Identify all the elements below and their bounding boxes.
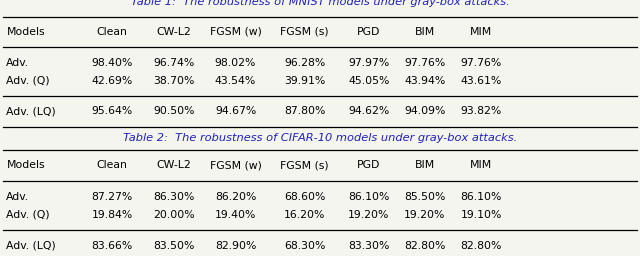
Text: 83.66%: 83.66%: [92, 241, 132, 251]
Text: Models: Models: [6, 160, 45, 170]
Text: Table 2:  The robustness of CIFAR-10 models under gray-box attacks.: Table 2: The robustness of CIFAR-10 mode…: [123, 133, 517, 143]
Text: 93.82%: 93.82%: [461, 106, 502, 116]
Text: 82.90%: 82.90%: [215, 241, 256, 251]
Text: 87.80%: 87.80%: [284, 106, 325, 116]
Text: 94.09%: 94.09%: [404, 106, 445, 116]
Text: 45.05%: 45.05%: [348, 76, 389, 86]
Text: Adv. (LQ): Adv. (LQ): [6, 106, 56, 116]
Text: PGD: PGD: [357, 160, 380, 170]
Text: 19.20%: 19.20%: [404, 209, 445, 220]
Text: 87.27%: 87.27%: [92, 191, 132, 202]
Text: Table 1:  The robustness of MNIST models under gray-box attacks.: Table 1: The robustness of MNIST models …: [131, 0, 509, 7]
Text: 98.02%: 98.02%: [215, 58, 256, 68]
Text: 82.80%: 82.80%: [461, 241, 502, 251]
Text: 86.10%: 86.10%: [461, 191, 502, 202]
Text: 42.69%: 42.69%: [92, 76, 132, 86]
Text: 43.61%: 43.61%: [461, 76, 502, 86]
Text: MIM: MIM: [470, 27, 492, 37]
Text: BIM: BIM: [415, 27, 435, 37]
Text: 86.20%: 86.20%: [215, 191, 256, 202]
Text: FGSM (s): FGSM (s): [280, 160, 329, 170]
Text: 94.67%: 94.67%: [215, 106, 256, 116]
Text: 90.50%: 90.50%: [154, 106, 195, 116]
Text: 97.97%: 97.97%: [348, 58, 389, 68]
Text: 43.54%: 43.54%: [215, 76, 256, 86]
Text: 19.40%: 19.40%: [215, 209, 256, 220]
Text: 16.20%: 16.20%: [284, 209, 325, 220]
Text: 94.62%: 94.62%: [348, 106, 389, 116]
Text: 19.84%: 19.84%: [92, 209, 132, 220]
Text: 85.50%: 85.50%: [404, 191, 445, 202]
Text: 68.60%: 68.60%: [284, 191, 325, 202]
Text: 97.76%: 97.76%: [404, 58, 445, 68]
Text: FGSM (w): FGSM (w): [209, 27, 262, 37]
Text: Clean: Clean: [97, 160, 127, 170]
Text: 38.70%: 38.70%: [154, 76, 195, 86]
Text: Adv. (LQ): Adv. (LQ): [6, 241, 56, 251]
Text: BIM: BIM: [415, 160, 435, 170]
Text: Adv. (Q): Adv. (Q): [6, 76, 50, 86]
Text: 82.80%: 82.80%: [404, 241, 445, 251]
Text: 39.91%: 39.91%: [284, 76, 325, 86]
Text: 20.00%: 20.00%: [153, 209, 195, 220]
Text: Adv. (Q): Adv. (Q): [6, 209, 50, 220]
Text: Adv.: Adv.: [6, 191, 29, 202]
Text: PGD: PGD: [357, 27, 380, 37]
Text: Models: Models: [6, 27, 45, 37]
Text: MIM: MIM: [470, 160, 492, 170]
Text: 86.10%: 86.10%: [348, 191, 389, 202]
Text: 19.20%: 19.20%: [348, 209, 389, 220]
Text: 83.30%: 83.30%: [348, 241, 389, 251]
Text: 83.50%: 83.50%: [154, 241, 195, 251]
Text: CW-L2: CW-L2: [157, 27, 191, 37]
Text: Clean: Clean: [97, 27, 127, 37]
Text: FGSM (w): FGSM (w): [209, 160, 262, 170]
Text: 43.94%: 43.94%: [404, 76, 445, 86]
Text: 96.74%: 96.74%: [154, 58, 195, 68]
Text: 19.10%: 19.10%: [461, 209, 502, 220]
Text: 98.40%: 98.40%: [92, 58, 132, 68]
Text: FGSM (s): FGSM (s): [280, 27, 329, 37]
Text: 68.30%: 68.30%: [284, 241, 325, 251]
Text: 96.28%: 96.28%: [284, 58, 325, 68]
Text: 95.64%: 95.64%: [92, 106, 132, 116]
Text: 97.76%: 97.76%: [461, 58, 502, 68]
Text: Adv.: Adv.: [6, 58, 29, 68]
Text: CW-L2: CW-L2: [157, 160, 191, 170]
Text: 86.30%: 86.30%: [154, 191, 195, 202]
